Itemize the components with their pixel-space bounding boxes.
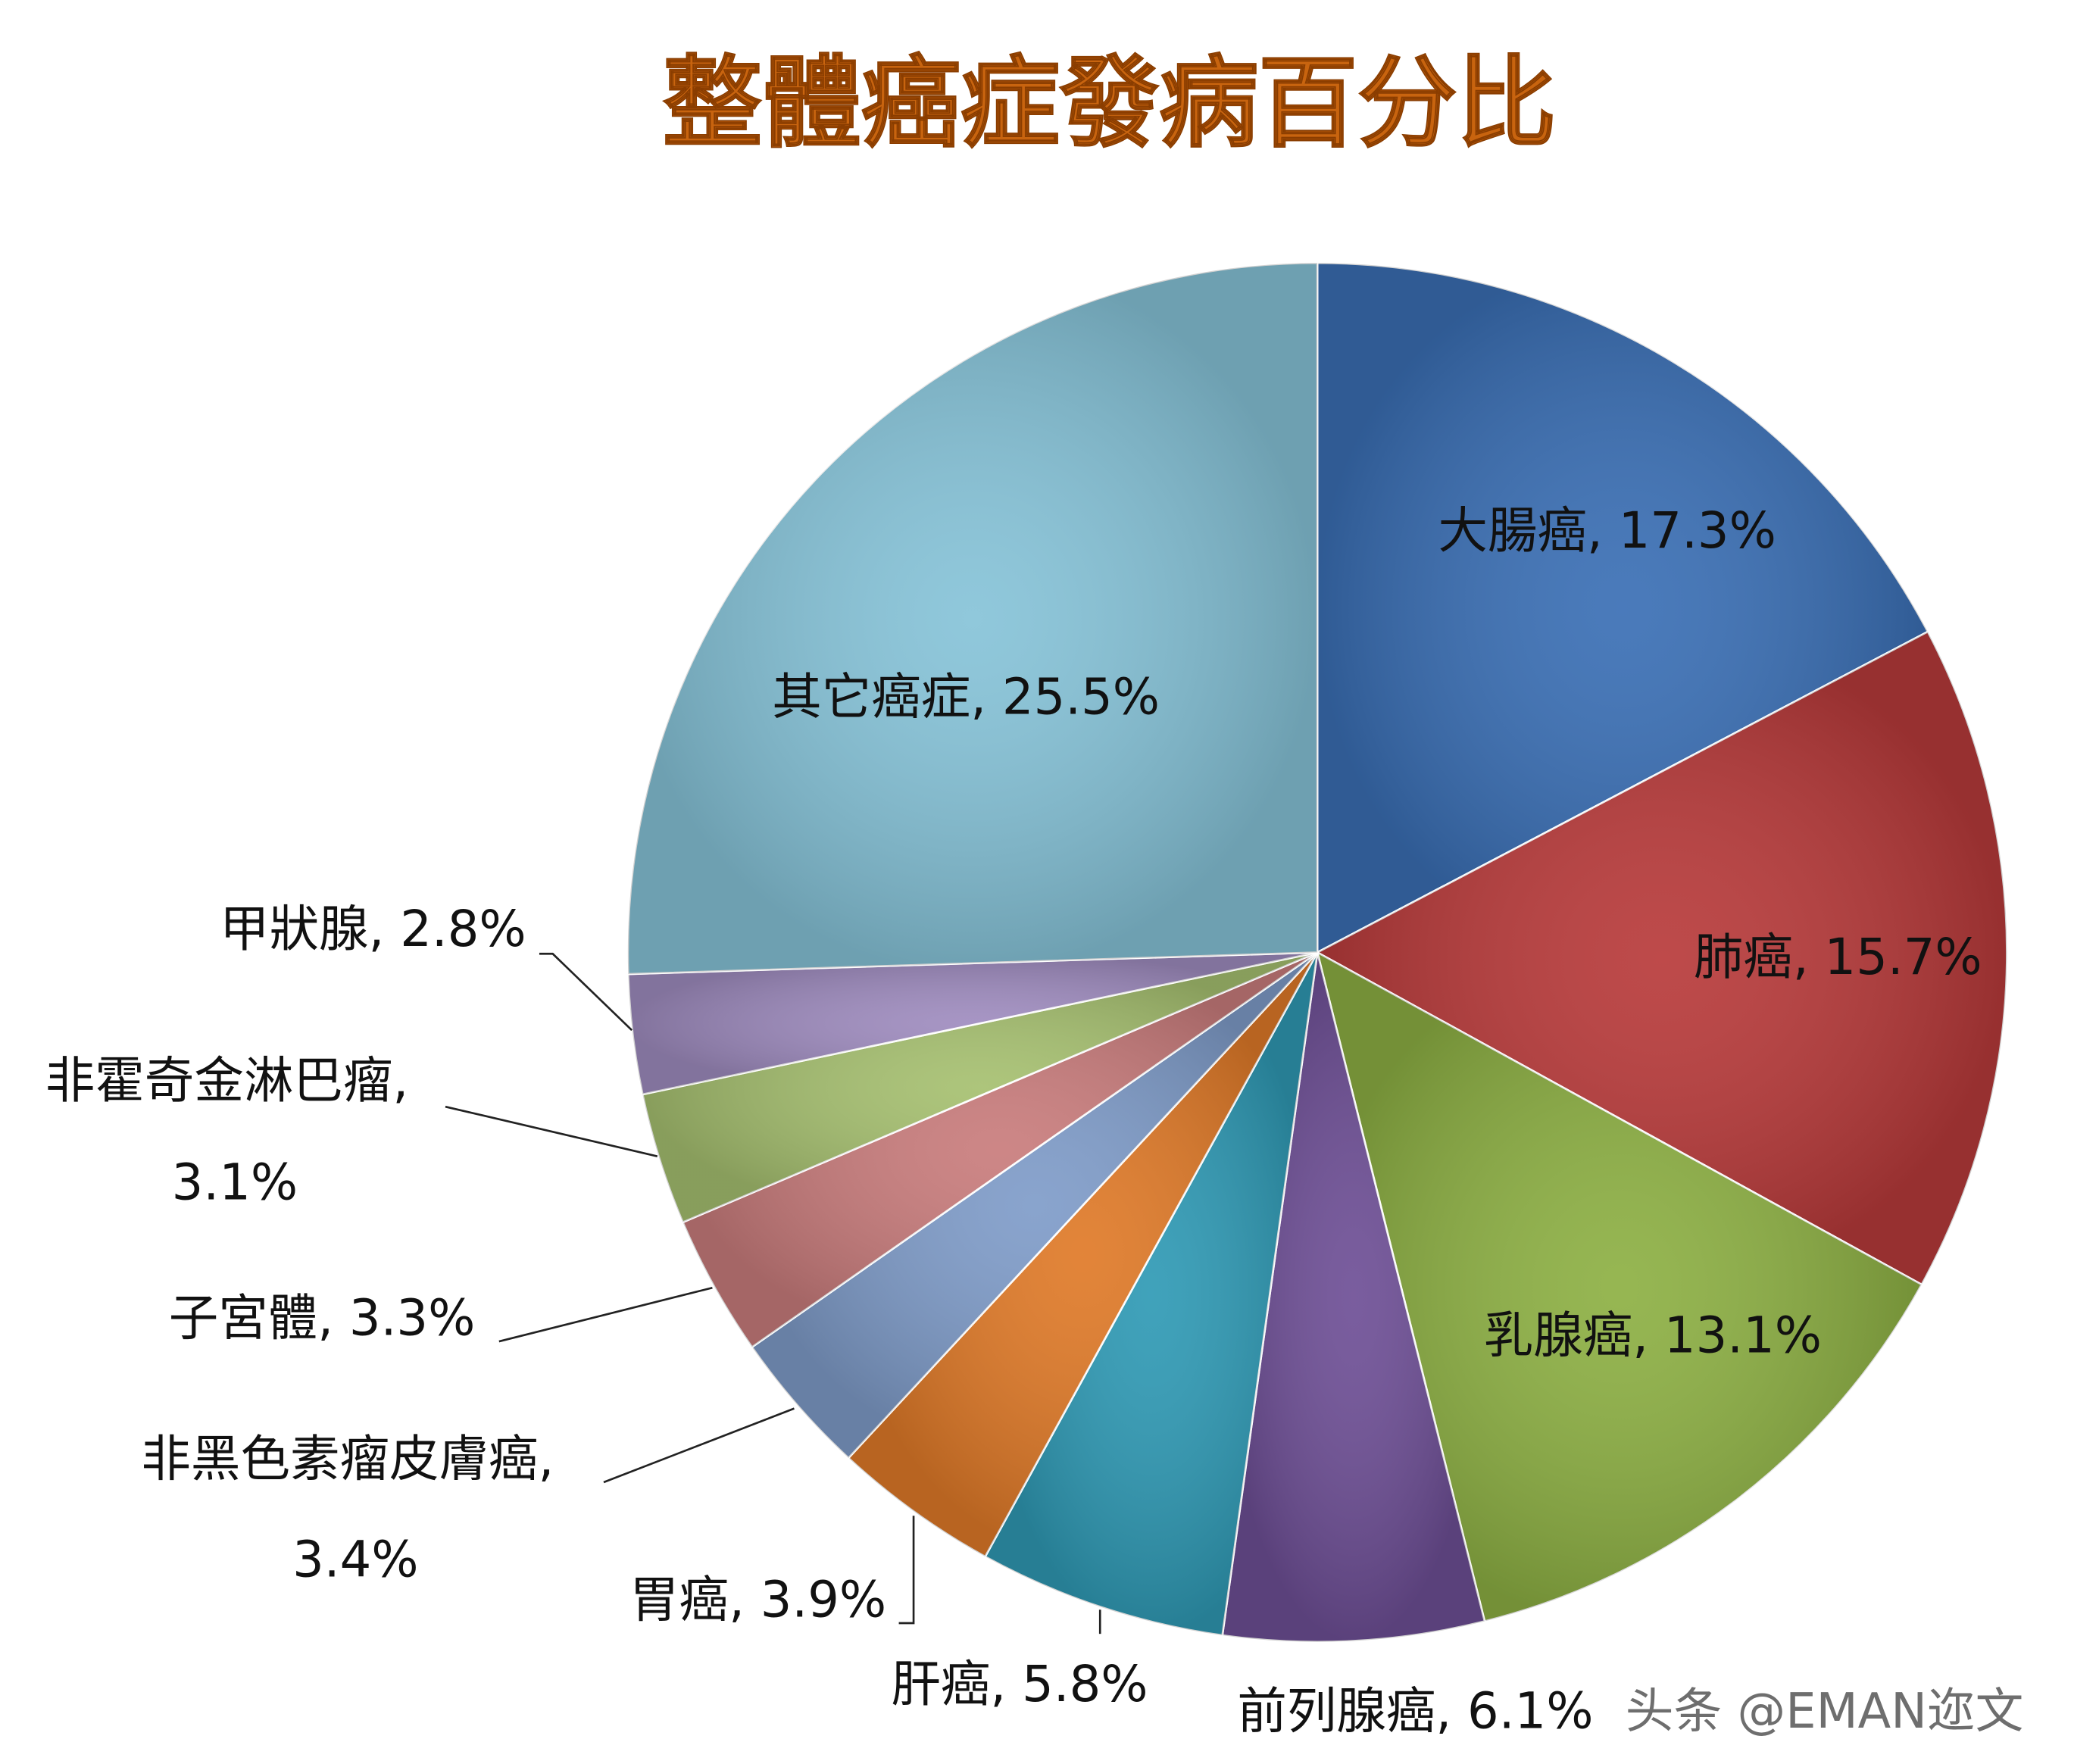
value-label: 3.4% <box>292 1531 418 1588</box>
data-label: 甲狀腺, 2.8% <box>220 901 526 958</box>
data-label: 非黑色素瘤皮膚癌, <box>141 1431 570 1488</box>
value-label: 3.9% <box>761 1571 886 1628</box>
category-label: 乳腺癌 <box>1484 1307 1633 1365</box>
leader-line <box>898 1516 915 1625</box>
value-label: 5.8% <box>1022 1656 1148 1713</box>
category-label: 子宮體 <box>169 1290 318 1347</box>
category-label: 肺癌 <box>1694 929 1793 986</box>
category-label: 胃癌 <box>629 1571 729 1628</box>
label-separator: , <box>729 1571 761 1628</box>
category-label: 肝癌 <box>891 1656 990 1713</box>
chart-title: 整體癌症發病百分比 <box>663 45 1556 161</box>
value-label: 13.1% <box>1664 1307 1822 1365</box>
label-separator: , <box>539 1431 570 1488</box>
leader-line <box>498 1286 713 1343</box>
leader-line <box>539 952 633 1032</box>
label-separator: , <box>1632 1307 1664 1365</box>
data-label: 3.1% <box>172 1154 298 1212</box>
data-label: 乳腺癌, 13.1% <box>1484 1307 1822 1365</box>
category-label: 非黑色素瘤皮膚癌 <box>141 1431 538 1488</box>
watermark: 头条 @EMAN迩文 <box>1626 1684 2024 1740</box>
value-label: 6.1% <box>1467 1682 1593 1740</box>
data-label: 胃癌, 3.9% <box>629 1571 886 1628</box>
category-label: 其它癌症 <box>772 669 970 726</box>
category-label: 前列腺癌 <box>1237 1682 1435 1740</box>
label-separator: , <box>1793 929 1825 986</box>
label-separator: , <box>369 901 401 958</box>
pie-slice <box>626 261 1319 976</box>
data-label: 肺癌, 15.7% <box>1694 929 1982 986</box>
value-label: 15.7% <box>1825 929 1982 986</box>
leader-line <box>603 1407 795 1484</box>
leader-line <box>445 1105 658 1157</box>
data-label: 前列腺癌, 6.1% <box>1237 1682 1593 1740</box>
label-separator: , <box>990 1656 1022 1713</box>
data-label: 3.4% <box>292 1531 418 1588</box>
data-label: 肝癌, 5.8% <box>891 1656 1148 1713</box>
data-label: 子宮體, 3.3% <box>169 1290 476 1347</box>
label-separator: , <box>1587 502 1619 560</box>
value-label: 3.1% <box>172 1154 298 1212</box>
label-separator: , <box>1435 1682 1467 1740</box>
label-separator: , <box>317 1290 349 1347</box>
value-label: 25.5% <box>1002 669 1160 726</box>
data-label: 大腸癌, 17.3% <box>1438 502 1776 560</box>
label-separator: , <box>392 1052 424 1110</box>
data-label: 其它癌症, 25.5% <box>772 669 1160 726</box>
data-label: 非霍奇金淋巴瘤, <box>45 1052 424 1110</box>
category-label: 大腸癌 <box>1438 502 1588 560</box>
value-label: 2.8% <box>400 901 526 958</box>
value-label: 3.3% <box>349 1290 475 1347</box>
value-label: 17.3% <box>1619 502 1776 560</box>
category-label: 非霍奇金淋巴瘤 <box>45 1052 393 1110</box>
category-label: 甲狀腺 <box>220 901 369 958</box>
label-separator: , <box>970 669 1002 726</box>
